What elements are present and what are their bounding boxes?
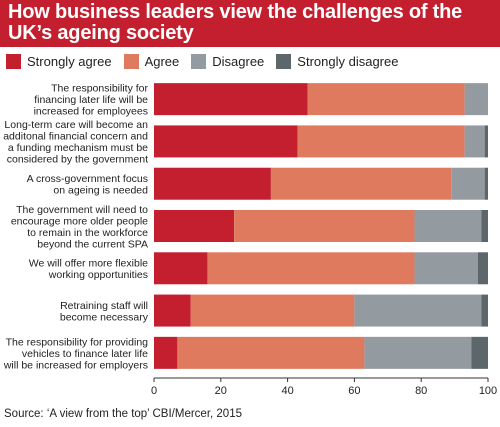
bar-segment-disagree <box>464 125 485 158</box>
bar-segment-strongly-disagree <box>484 167 488 200</box>
legend-item-agree: Agree <box>123 53 180 69</box>
legend-label-strongly-disagree: Strongly disagree <box>297 53 399 69</box>
bar-segment-strongly-agree <box>154 83 308 116</box>
bar-segment-disagree <box>414 252 478 285</box>
category-label: working opportunities <box>48 269 148 281</box>
bar-segment-strongly-disagree <box>484 125 488 158</box>
category-label: Retraining staff will <box>60 300 148 312</box>
category-label: a funding mechanism must be <box>8 142 148 154</box>
bar-segment-strongly-disagree <box>481 210 488 242</box>
category-label: considered by the government <box>7 154 148 166</box>
source-note: Source: ‘A view from the top’ CBI/Mercer… <box>4 408 242 420</box>
legend-swatch-agree <box>123 53 139 69</box>
bar-segment-disagree <box>364 336 472 369</box>
chart-title: How business leaders view the challenges… <box>0 0 500 47</box>
chart-area: The responsibility for financing later li… <box>0 74 500 411</box>
category-label: beyond the current SPA <box>37 238 148 250</box>
category-label: The government will need to <box>16 204 148 216</box>
bar-segment-strongly-agree <box>154 167 271 200</box>
legend-swatch-strongly-agree <box>6 53 21 69</box>
bar-segment-agree <box>307 83 465 116</box>
bar-segment-strongly-disagree <box>477 252 488 285</box>
bar-segment-disagree <box>451 167 485 200</box>
category-label: Long-term care will become an <box>4 119 148 131</box>
bar-segment-agree <box>297 125 465 158</box>
bar-segment-agree <box>190 294 355 327</box>
legend-label-strongly-agree: Strongly agree <box>27 53 112 69</box>
x-tick-label: 40 <box>281 385 293 394</box>
category-label: additonal financial concern and <box>3 131 148 143</box>
bar-segment-strongly-agree <box>154 336 178 369</box>
category-label: We will offer more flexible <box>29 258 148 270</box>
legend: Strongly agree Agree Disagree Strongly d… <box>6 52 410 70</box>
bar-segment-strongly-agree <box>154 252 208 285</box>
bar-segment-strongly-agree <box>154 125 298 158</box>
x-tick-label: 80 <box>415 385 427 394</box>
bar-segment-disagree <box>464 83 488 116</box>
category-label: The responsibility for <box>51 83 148 95</box>
legend-label-disagree: Disagree <box>212 53 265 69</box>
category-label: The responsibility for providing <box>6 336 149 348</box>
category-label: encourage more older people <box>11 215 148 227</box>
bar-segment-agree <box>207 252 415 285</box>
category-label: A cross-government focus <box>27 173 148 185</box>
x-tick-label: 100 <box>479 385 497 394</box>
legend-item-strongly-agree: Strongly agree <box>6 53 112 69</box>
legend-label-agree: Agree <box>144 53 180 69</box>
x-tick-label: 0 <box>151 385 157 394</box>
bar-segment-strongly-agree <box>154 294 191 327</box>
x-tick-label: 20 <box>215 385 227 394</box>
category-label: will be increased for employers <box>3 359 148 371</box>
category-label: vehicles to finance later life <box>22 348 148 360</box>
category-label: increased for employees <box>34 106 148 118</box>
category-label: on ageing is needed <box>53 184 148 196</box>
bar-segment-strongly-disagree <box>471 336 488 369</box>
legend-item-strongly-disagree: Strongly disagree <box>276 53 399 69</box>
category-label: become necessary <box>60 311 149 323</box>
category-label: to remain in the workforce <box>27 227 148 239</box>
bar-segment-agree <box>177 336 365 369</box>
legend-item-disagree: Disagree <box>191 53 265 69</box>
bar-segment-strongly-disagree <box>481 294 488 327</box>
legend-swatch-disagree <box>191 53 207 69</box>
legend-swatch-strongly-disagree <box>276 53 292 69</box>
category-label: financing later life will be <box>34 94 148 106</box>
bar-segment-agree <box>270 167 452 200</box>
bar-segment-disagree <box>354 294 482 327</box>
bar-segment-disagree <box>414 210 482 242</box>
bar-segment-strongly-agree <box>154 210 235 242</box>
bar-segment-agree <box>234 210 415 242</box>
x-tick-label: 60 <box>348 385 360 394</box>
